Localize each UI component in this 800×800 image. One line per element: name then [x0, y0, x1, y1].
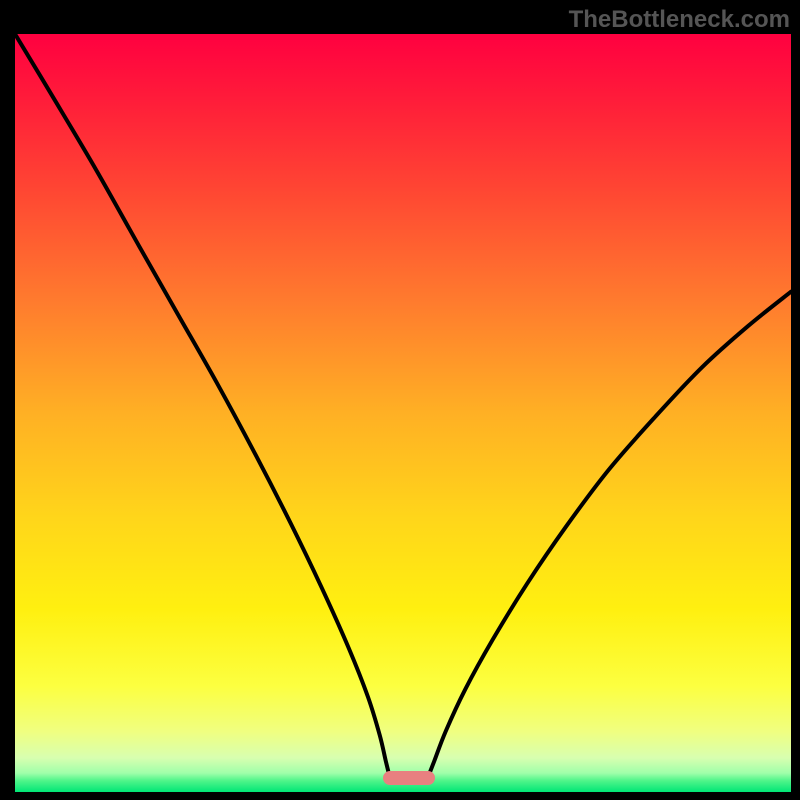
plot-area	[15, 34, 791, 792]
curve-left-branch	[15, 34, 390, 778]
bottleneck-curve	[15, 34, 791, 792]
curve-right-branch	[428, 292, 791, 778]
optimal-marker	[383, 771, 435, 785]
watermark-text: TheBottleneck.com	[569, 6, 790, 34]
chart-container: TheBottleneck.com	[0, 0, 800, 800]
